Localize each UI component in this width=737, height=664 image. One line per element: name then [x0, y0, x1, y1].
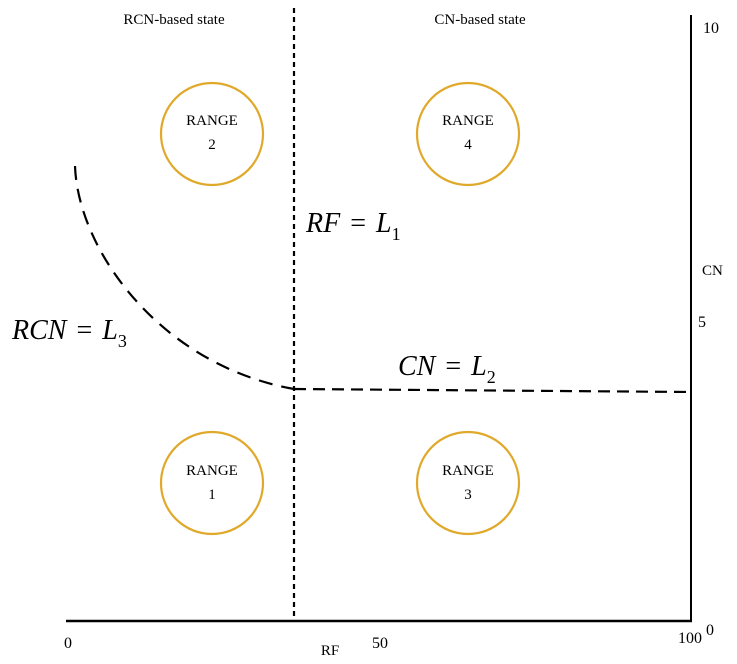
rcn-boundary-curve: [73, 165, 295, 391]
cn-equation: CN = L2: [398, 351, 496, 387]
range-1-title: RANGE: [186, 463, 238, 479]
x-tick-0: 0: [64, 635, 72, 652]
range-1-number: 1: [208, 487, 216, 503]
x-tick-100: 100: [678, 630, 702, 647]
header-cn-state: CN-based state: [434, 12, 526, 28]
header-rcn-state: RCN-based state: [123, 12, 225, 28]
range-4-number: 4: [464, 137, 472, 153]
range-2-number: 2: [208, 137, 216, 153]
y-axis-label: CN: [702, 263, 723, 279]
range-circle-3: [415, 430, 521, 536]
range-circle-4: [415, 81, 521, 187]
range-2-title: RANGE: [186, 113, 238, 129]
y-tick-10: 10: [703, 20, 719, 37]
range-circle-1: [159, 430, 265, 536]
range-3-title: RANGE: [442, 463, 494, 479]
range-circle-2: [159, 81, 265, 187]
y-tick-0: 0: [706, 622, 714, 639]
x-tick-50: 50: [372, 635, 388, 652]
range-4-title: RANGE: [442, 113, 494, 129]
y-tick-5: 5: [698, 314, 706, 331]
rcn-equation: RCN = L3: [11, 315, 127, 351]
x-axis-label: RF: [321, 643, 339, 659]
cn-boundary-line: [293, 387, 692, 394]
range-3-number: 3: [464, 487, 472, 503]
rf-equation: RF = L1: [305, 208, 401, 244]
